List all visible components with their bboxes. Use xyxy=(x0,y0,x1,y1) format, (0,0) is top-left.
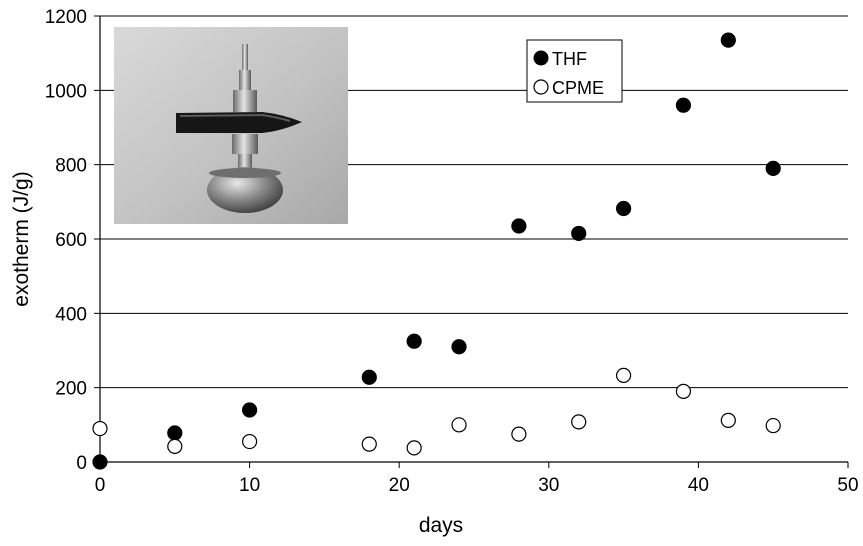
legend-marker-cpme xyxy=(533,79,549,95)
y-tick-label: 600 xyxy=(55,230,87,251)
vessel-body-highlight xyxy=(179,113,291,122)
data-point-cpme xyxy=(765,417,781,434)
vessel-sphere xyxy=(207,167,283,213)
tick-labels: 0 200 400 600 800 1000 1200 0 10 20 30 40 50 xyxy=(45,7,859,496)
y-tick-label: 200 xyxy=(55,379,87,400)
data-point-thf xyxy=(361,369,377,385)
vessel-sphere-rim xyxy=(209,168,281,178)
x-tick-label: 10 xyxy=(239,475,260,496)
data-point-cpme xyxy=(615,367,632,384)
y-tick-label: 1000 xyxy=(45,81,87,102)
data-point-cpme xyxy=(720,412,736,428)
x-axis-title: days xyxy=(419,514,463,537)
legend-marker-thf xyxy=(533,50,549,66)
data-point-thf xyxy=(720,32,736,48)
y-axis-title: exotherm (J/g) xyxy=(10,171,33,306)
y-tick-label: 0 xyxy=(76,453,87,474)
data-point-cpme xyxy=(242,433,258,450)
data-point-thf xyxy=(242,402,258,418)
data-point-thf xyxy=(675,97,692,113)
vessel-nut-bottom xyxy=(232,134,258,154)
legend: THF CPME xyxy=(526,39,623,103)
x-tick-label: 20 xyxy=(389,475,410,496)
data-point-thf xyxy=(167,425,183,441)
data-point-thf xyxy=(451,339,467,355)
vessel-nut-top xyxy=(233,90,257,112)
data-point-thf xyxy=(511,218,527,234)
data-points xyxy=(92,32,781,470)
data-point-cpme xyxy=(511,426,527,442)
inset-photo-pressure-vessel xyxy=(114,27,348,224)
legend-label-cpme: CPME xyxy=(552,78,604,98)
data-point-thf xyxy=(615,200,632,217)
data-point-cpme xyxy=(361,436,377,452)
data-point-thf xyxy=(571,225,587,242)
data-point-cpme xyxy=(571,414,587,430)
data-point-thf xyxy=(406,333,422,349)
data-point-cpme xyxy=(675,383,692,399)
data-point-thf xyxy=(92,454,108,470)
legend-label-thf: THF xyxy=(552,49,587,69)
data-point-thf xyxy=(765,160,781,176)
x-tick-label: 50 xyxy=(837,475,858,496)
x-tick-label: 30 xyxy=(538,475,559,496)
data-point-cpme xyxy=(451,417,467,433)
x-tick-label: 40 xyxy=(688,475,709,496)
vessel-stem xyxy=(242,44,248,74)
y-tick-label: 800 xyxy=(55,156,87,177)
data-point-cpme xyxy=(92,420,108,437)
data-point-cpme xyxy=(167,438,183,454)
data-point-cpme xyxy=(406,440,422,456)
y-tick-label: 1200 xyxy=(45,7,87,28)
y-tick-label: 400 xyxy=(55,304,87,325)
x-tick-label: 0 xyxy=(95,475,106,496)
vessel-fitting-top xyxy=(239,70,251,90)
